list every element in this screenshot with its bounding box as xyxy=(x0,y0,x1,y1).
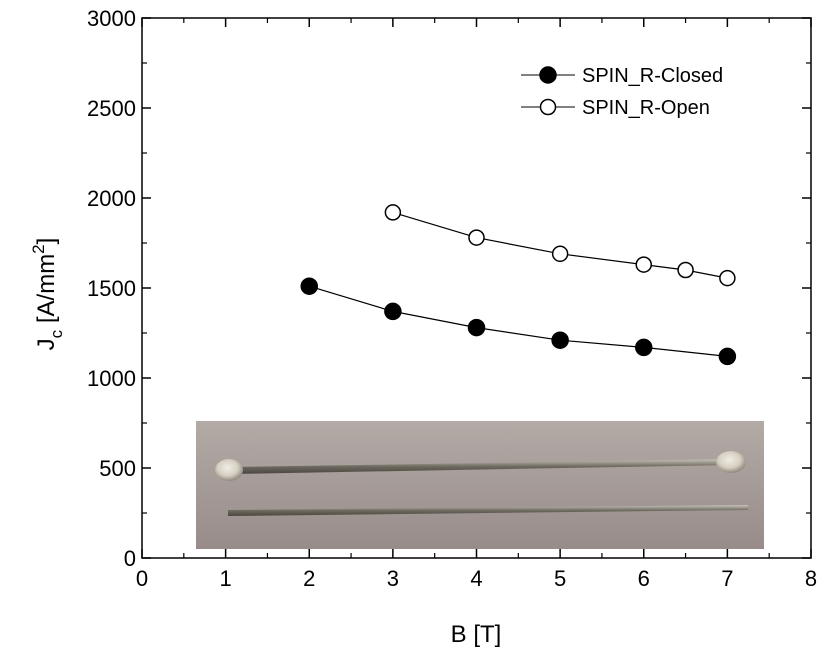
y-tick-label: 500 xyxy=(99,456,136,481)
data-point xyxy=(719,269,736,287)
y-tick-label: 3000 xyxy=(87,6,136,31)
series-SPIN_R-Open xyxy=(384,204,736,287)
x-tick-label: 5 xyxy=(554,566,566,591)
data-point xyxy=(635,256,652,273)
photo-left-end-blob xyxy=(215,459,243,481)
y-axis-title-unit-close: ] xyxy=(33,238,60,245)
photo-background xyxy=(196,421,764,549)
data-point xyxy=(551,245,569,263)
x-tick-label: 7 xyxy=(721,566,733,591)
data-point xyxy=(300,277,318,295)
data-point xyxy=(384,302,402,321)
series-layer xyxy=(300,204,737,366)
data-point xyxy=(635,338,653,357)
data-point xyxy=(384,204,402,221)
data-point xyxy=(677,261,694,279)
x-tick-label: 8 xyxy=(805,566,817,591)
y-tick-label: 2500 xyxy=(87,96,136,121)
series-line xyxy=(392,211,728,279)
x-tick-label: 4 xyxy=(470,566,482,591)
series-line xyxy=(309,285,728,357)
series-SPIN_R-Closed xyxy=(300,277,737,366)
data-point xyxy=(551,331,569,349)
photo-lower-wire xyxy=(228,505,748,516)
data-point xyxy=(468,229,485,246)
data-point xyxy=(718,347,737,366)
x-tick-label: 6 xyxy=(638,566,650,591)
legend-label-open: SPIN_R-Open xyxy=(582,97,710,119)
x-tick-label: 1 xyxy=(220,566,232,591)
y-tick-label: 1000 xyxy=(87,366,136,391)
y-tick-label: 1500 xyxy=(87,276,136,301)
x-axis-title: B [T] xyxy=(451,621,502,648)
photo-right-end-blob xyxy=(716,451,746,473)
y-axis-title-sup: 2 xyxy=(29,244,48,253)
y-tick-label: 0 xyxy=(124,546,136,571)
legend-marker-closed xyxy=(539,66,557,84)
data-point xyxy=(467,318,486,337)
x-tick-label: 0 xyxy=(136,566,148,591)
y-tick-label: 2000 xyxy=(87,186,136,211)
axis-ticks: 0 1 2 3 4 5 6 7 8 0 500 1000 1500 2000 2500 3000 xyxy=(87,6,817,591)
legend-label-closed: SPIN_R-Closed xyxy=(582,65,723,87)
y-axis-title-sub: c xyxy=(47,329,66,338)
legend-marker-open xyxy=(539,98,557,116)
wire-sample-photo xyxy=(196,421,764,549)
y-axis-title-unit-open: [A/mm xyxy=(33,254,60,330)
x-tick-label: 3 xyxy=(387,566,399,591)
y-axis-title: Jc [A/mm2] xyxy=(29,238,66,351)
photo-upper-wire xyxy=(232,459,734,474)
y-axis-title-main: J xyxy=(33,338,60,350)
legend: SPIN_R-Closed SPIN_R-Open xyxy=(521,65,723,119)
x-tick-label: 2 xyxy=(303,566,315,591)
